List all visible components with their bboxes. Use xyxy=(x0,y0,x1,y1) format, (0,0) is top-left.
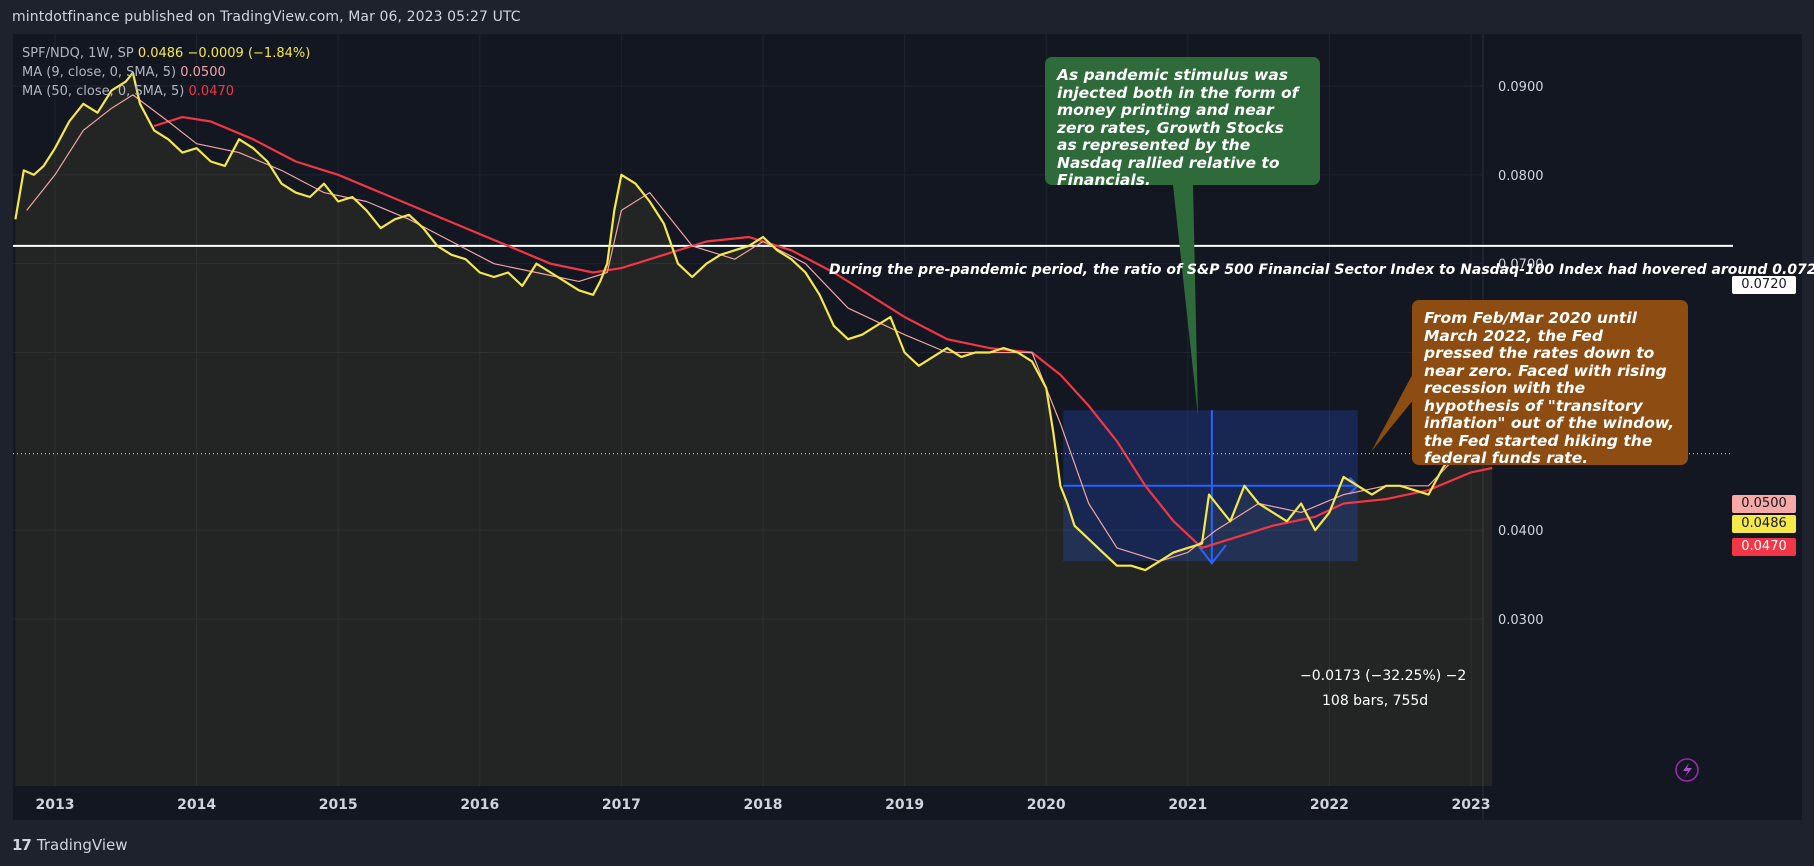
x-tick-label: 2014 xyxy=(177,797,216,813)
footer-brand[interactable]: 17 TradingView xyxy=(12,836,128,854)
measure-arrow xyxy=(1197,544,1227,565)
x-tick-label: 2017 xyxy=(602,797,641,813)
hline-price-badge: 0.0720 xyxy=(1732,276,1796,294)
orange-callout[interactable]: From Feb/Mar 2020 until March 2022, the … xyxy=(1412,300,1688,467)
x-tick-label: 2022 xyxy=(1310,797,1349,813)
footer-brand-text: TradingView xyxy=(36,836,128,854)
x-tick-label: 2019 xyxy=(885,797,924,813)
legend-ma9-value: 0.0500 xyxy=(180,65,226,80)
price-line xyxy=(14,71,1494,572)
y-tick-label: 0.0800 xyxy=(1498,169,1544,184)
legend-symbol[interactable]: SPF/NDQ, 1W, SP xyxy=(22,46,134,61)
y-tick-label: 0.0300 xyxy=(1498,613,1544,628)
y-tick-label: 0.0400 xyxy=(1498,524,1544,539)
legend: SPF/NDQ, 1W, SP 0.0486 −0.0009 (−1.84%) … xyxy=(22,44,310,101)
x-tick-label: 2018 xyxy=(744,797,783,813)
last-price-badge: 0.0486 xyxy=(1732,515,1796,533)
orange-note-pointer xyxy=(1371,364,1418,452)
x-tick-label: 2020 xyxy=(1027,797,1066,813)
legend-ma50-value: 0.0470 xyxy=(188,84,235,99)
measure-change-label: −0.0173 (−32.25%) −2 xyxy=(1300,668,1467,684)
x-tick-label: 2015 xyxy=(319,797,358,813)
tradingview-logo-icon: 17 xyxy=(12,836,32,854)
x-tick-label: 2013 xyxy=(36,797,75,813)
green-note-pointer xyxy=(1173,185,1198,416)
legend-symbol-row: SPF/NDQ, 1W, SP 0.0486 −0.0009 (−1.84%) xyxy=(22,44,310,63)
x-tick-label: 2023 xyxy=(1452,797,1491,813)
legend-change: −0.0009 (−1.84%) xyxy=(187,46,311,61)
x-axis: 2013 2014 2015 2016 2017 2018 2019 2020 2021 2022… xyxy=(36,797,1491,813)
ma50-line xyxy=(153,116,1493,549)
x-tick-label: 2021 xyxy=(1168,797,1207,813)
green-callout[interactable]: As pandemic stimulus was injected both i… xyxy=(1045,57,1320,189)
legend-ma50-row: MA (50, close, 0, SMA, 5) 0.0470 xyxy=(22,82,310,101)
y-tick-label: 0.0700 xyxy=(1498,258,1544,273)
legend-ma50-label[interactable]: MA (50, close, 0, SMA, 5) xyxy=(22,84,185,99)
replay-icon[interactable] xyxy=(1675,758,1699,782)
publisher-line: mintdotfinance published on TradingView.… xyxy=(12,9,521,25)
legend-ma9-row: MA (9, close, 0, SMA, 5) 0.0500 xyxy=(22,63,310,82)
hline-annotation[interactable]: During the pre-pandemic period, the rati… xyxy=(829,262,1814,278)
y-tick-label: 0.0900 xyxy=(1498,80,1544,95)
ma50-price-badge: 0.0470 xyxy=(1732,538,1796,556)
x-tick-label: 2016 xyxy=(460,797,499,813)
price-area-fill xyxy=(15,72,1493,786)
legend-last: 0.0486 xyxy=(137,46,184,61)
measure-tool[interactable] xyxy=(1063,410,1360,565)
ma9-price-badge: 0.0500 xyxy=(1732,495,1796,513)
measure-bars-label: 108 bars, 755d xyxy=(1322,693,1429,709)
legend-ma9-label[interactable]: MA (9, close, 0, SMA, 5) xyxy=(22,65,177,80)
